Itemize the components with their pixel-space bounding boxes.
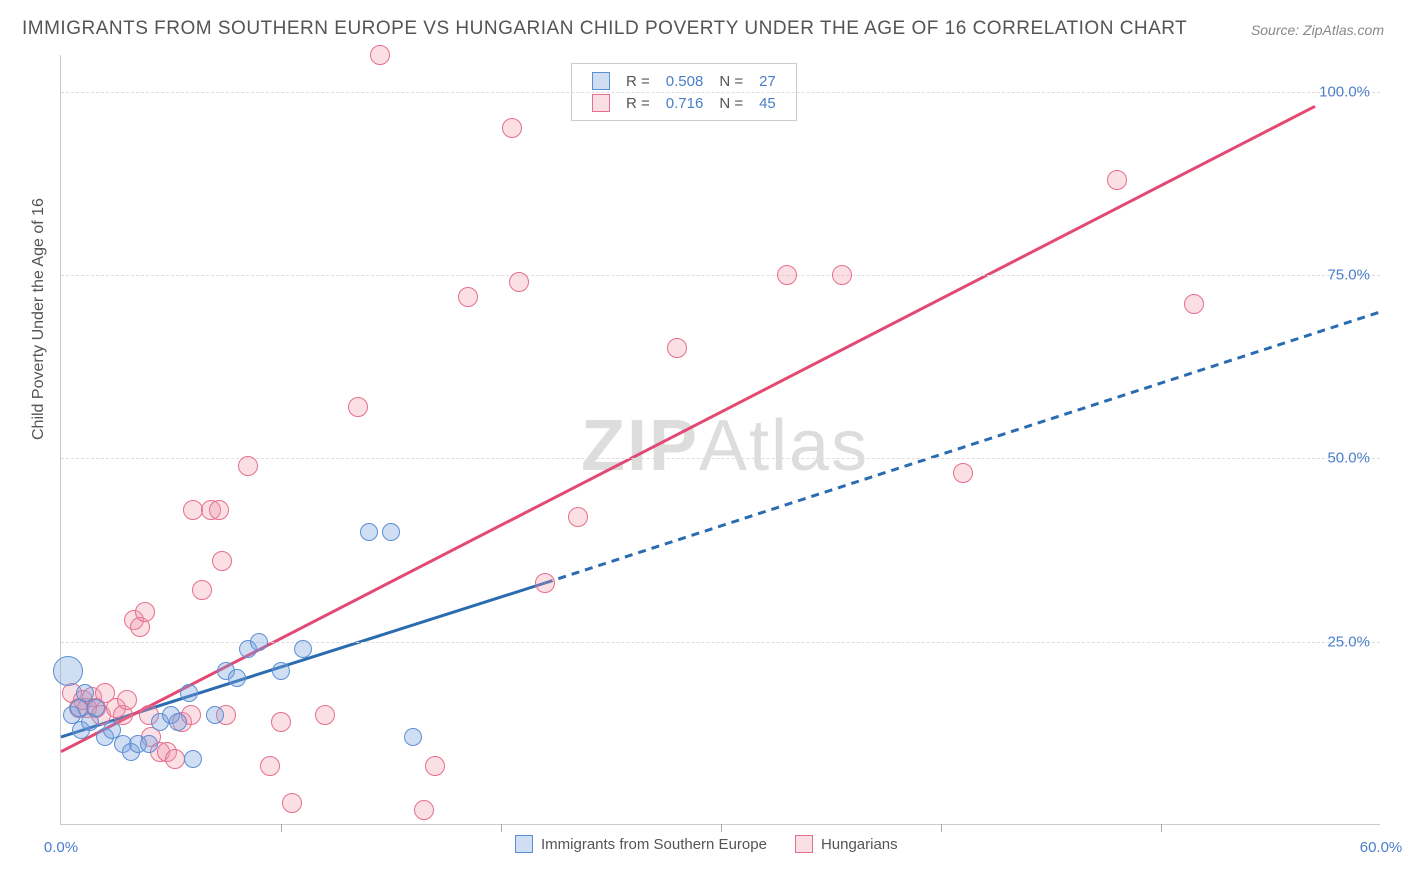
y-tick-label: 50.0% (1327, 450, 1370, 467)
pink-point (117, 690, 137, 710)
pink-point (414, 800, 434, 820)
legend-row-pink: R =0.716 N =45 (584, 92, 784, 114)
pink-point (165, 749, 185, 769)
blue-point (169, 713, 187, 731)
pink-point (315, 705, 335, 725)
blue-point (228, 669, 246, 687)
series-legend: Immigrants from Southern Europe Hungaria… (515, 835, 898, 853)
pink-point (1107, 170, 1127, 190)
blue-point (294, 640, 312, 658)
blue-point (53, 656, 83, 686)
pink-point (1184, 294, 1204, 314)
pink-point (832, 265, 852, 285)
legend-label: Hungarians (821, 836, 898, 853)
pink-point (953, 463, 973, 483)
source-label: Source: ZipAtlas.com (1251, 22, 1384, 38)
chart-title: IMMIGRANTS FROM SOUTHERN EUROPE VS HUNGA… (22, 18, 1187, 40)
x-tick (1161, 824, 1162, 832)
blue-point (87, 699, 105, 717)
swatch-blue (592, 72, 610, 90)
pink-point (238, 456, 258, 476)
trend-lines (61, 55, 1380, 824)
gridline-h (61, 92, 1380, 93)
pink-point (535, 573, 555, 593)
pink-point (260, 756, 280, 776)
pink-point (282, 793, 302, 813)
pink-point (209, 500, 229, 520)
pink-point (502, 118, 522, 138)
blue-point (272, 662, 290, 680)
x-tick-label: 60.0% (1360, 839, 1403, 856)
blue-point (404, 728, 422, 746)
x-tick (501, 824, 502, 832)
blue-point (360, 523, 378, 541)
pink-point (777, 265, 797, 285)
swatch-pink (592, 94, 610, 112)
pink-point (458, 287, 478, 307)
blue-point (180, 684, 198, 702)
blue-point (184, 750, 202, 768)
blue-point (206, 706, 224, 724)
y-axis-title: Child Poverty Under the Age of 16 (30, 198, 48, 440)
pink-point (509, 272, 529, 292)
x-tick (281, 824, 282, 832)
x-tick (941, 824, 942, 832)
pink-point (271, 712, 291, 732)
swatch-pink-icon (795, 835, 813, 853)
blue-point (140, 735, 158, 753)
pink-point (348, 397, 368, 417)
y-tick-label: 75.0% (1327, 267, 1370, 284)
pink-point (667, 338, 687, 358)
x-tick-label: 0.0% (44, 839, 78, 856)
pink-point (568, 507, 588, 527)
blue-point (250, 633, 268, 651)
plot-area: ZIPAtlas R =0.508 N =27 R =0.716 N =45 2… (60, 55, 1380, 825)
pink-point (135, 602, 155, 622)
pink-point (425, 756, 445, 776)
legend-label: Immigrants from Southern Europe (541, 836, 767, 853)
blue-point (382, 523, 400, 541)
x-tick (721, 824, 722, 832)
legend-row-blue: R =0.508 N =27 (584, 70, 784, 92)
gridline-h (61, 458, 1380, 459)
legend-item-blue: Immigrants from Southern Europe (515, 835, 767, 853)
y-tick-label: 25.0% (1327, 633, 1370, 650)
pink-point (192, 580, 212, 600)
swatch-blue-icon (515, 835, 533, 853)
pink-point (370, 45, 390, 65)
pink-point (212, 551, 232, 571)
gridline-h (61, 275, 1380, 276)
y-tick-label: 100.0% (1319, 83, 1370, 100)
legend-item-pink: Hungarians (795, 835, 898, 853)
